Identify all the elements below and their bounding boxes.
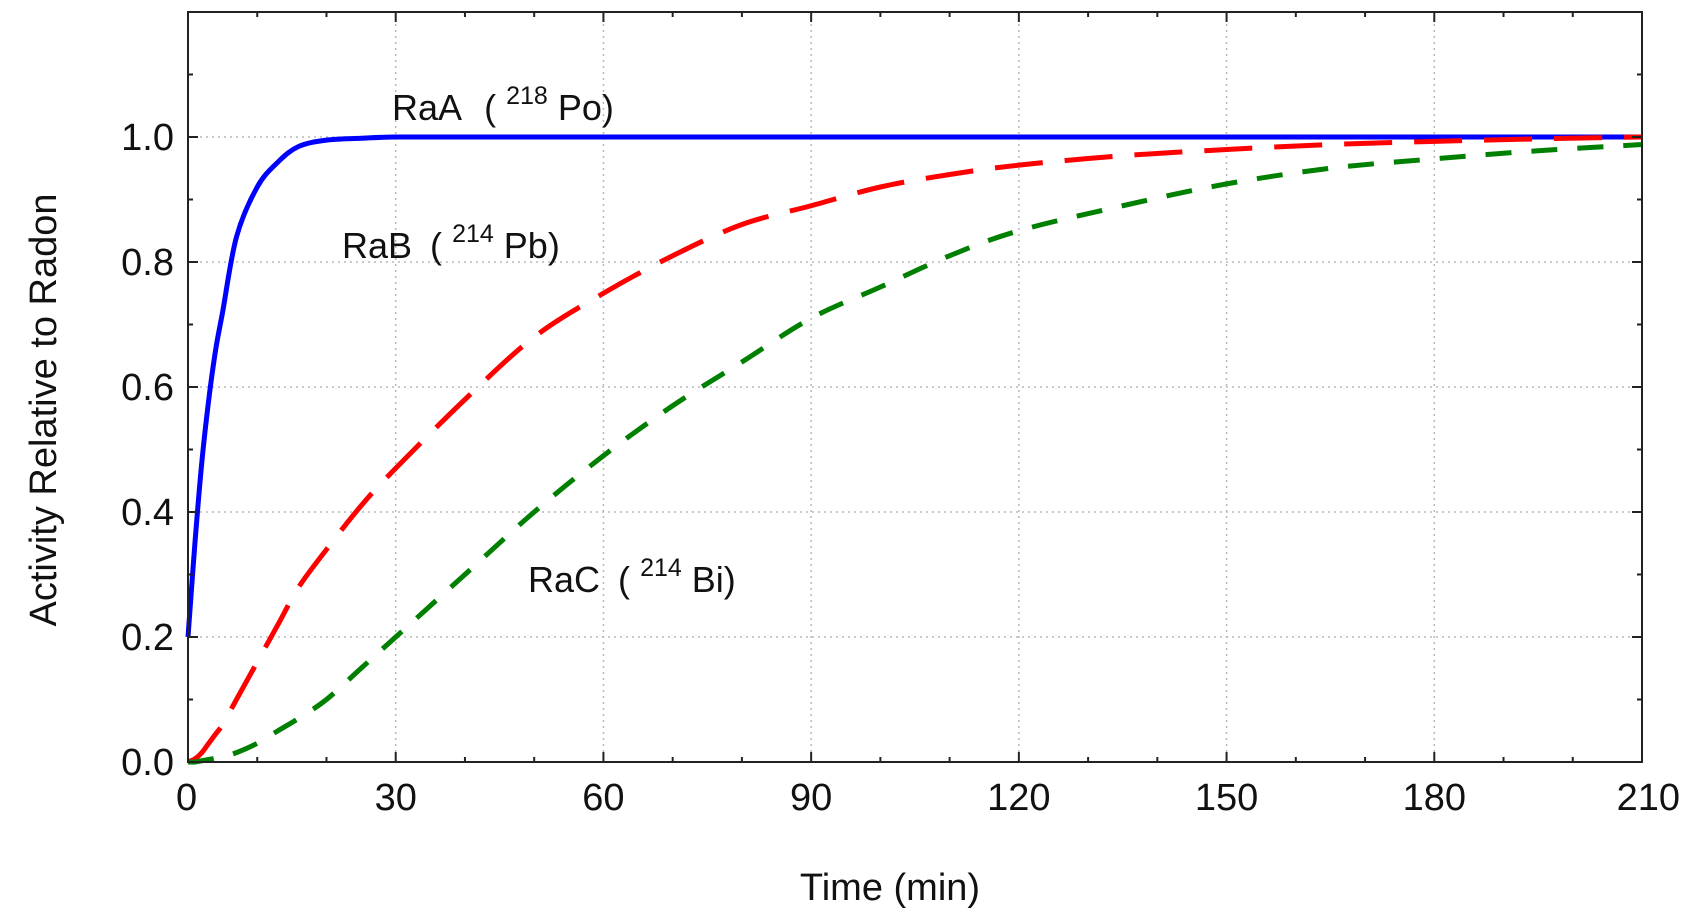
axis-ticks xyxy=(187,12,1643,763)
y-tick-label: 0.8 xyxy=(121,242,174,284)
y-tick-label: 0.4 xyxy=(121,492,174,534)
y-tick-label: 1.0 xyxy=(121,117,174,159)
x-tick-label: 0 xyxy=(176,777,197,819)
y-tick-label: 0.0 xyxy=(121,742,174,784)
y-tick-label: 0.2 xyxy=(121,617,174,659)
series-label-rac: RaC ( 214 Bi) xyxy=(528,543,736,600)
series-label-raa-open: ( xyxy=(484,87,496,128)
series-label-rab-open: ( xyxy=(430,225,442,266)
y-tick-labels: 0.0 0.2 0.4 0.6 0.8 1.0 xyxy=(121,117,174,784)
x-tick-label: 150 xyxy=(1195,777,1258,819)
y-axis-title: Activity Relative to Radon xyxy=(23,194,65,627)
series-label-raa-name: RaA xyxy=(392,87,462,128)
series-line-raa xyxy=(185,134,1642,638)
series-line-rac xyxy=(187,142,1643,765)
x-tick-label: 120 xyxy=(987,777,1050,819)
series-lines xyxy=(185,134,1643,765)
y-tick-label: 0.6 xyxy=(121,367,174,409)
series-label-rac-name: RaC xyxy=(528,559,600,600)
series-label-rab-name: RaB xyxy=(342,225,412,266)
series-label-rac-sup: 214 xyxy=(640,554,682,582)
x-axis-title: Time (min) xyxy=(800,867,980,909)
x-tick-label: 60 xyxy=(582,777,624,819)
x-tick-label: 180 xyxy=(1403,777,1466,819)
x-tick-labels: 0 30 60 90 120 150 180 210 xyxy=(176,777,1680,819)
series-label-rac-open: ( xyxy=(618,559,630,600)
x-tick-label: 210 xyxy=(1617,777,1680,819)
x-tick-label: 30 xyxy=(375,777,417,819)
series-label-raa: RaA ( 218 Po) xyxy=(392,71,614,128)
series-line-rab xyxy=(186,134,1643,765)
series-label-rab: RaB ( 214 Pb) xyxy=(342,209,560,266)
series-label-rab-sup: 214 xyxy=(452,220,494,248)
series-label-raa-elem: Po) xyxy=(558,87,614,128)
series-label-rab-elem: Pb) xyxy=(504,225,560,266)
series-label-raa-sup: 218 xyxy=(506,82,548,110)
series-label-rac-elem: Bi) xyxy=(692,559,736,600)
x-tick-label: 90 xyxy=(790,777,832,819)
